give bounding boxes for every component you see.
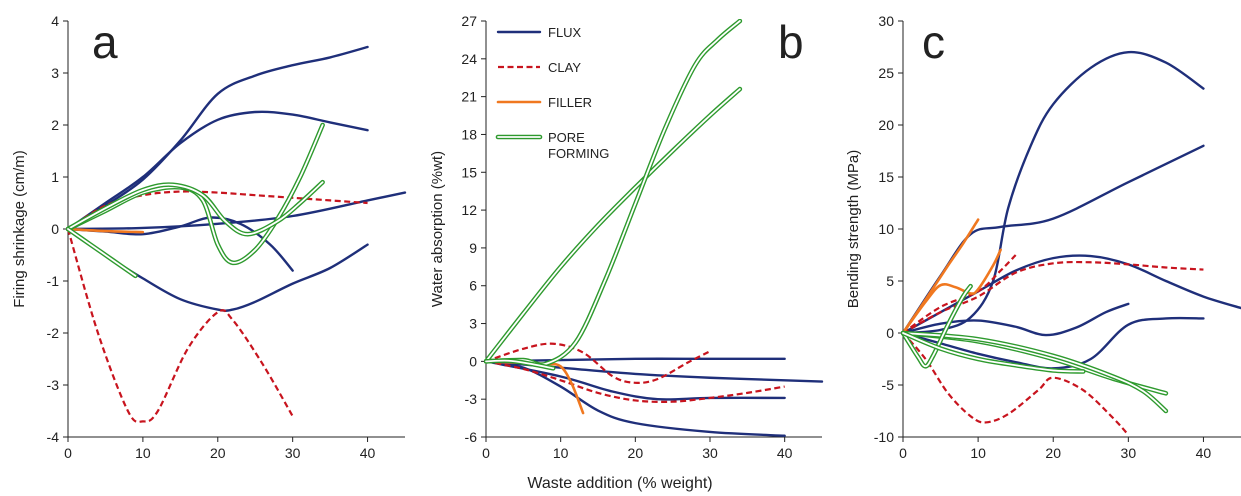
panel-letter-a: a <box>92 16 118 68</box>
series-line-clay <box>66 228 294 424</box>
y-axis-title: Firing shrinkage (cm/m) <box>11 150 28 308</box>
x-tick-label: 0 <box>899 445 907 461</box>
series-line-flux <box>66 191 407 231</box>
series-line-pore-forming <box>66 122 325 266</box>
x-tick-label: 0 <box>482 445 490 461</box>
x-tick-label: 40 <box>777 445 793 461</box>
series-group <box>484 19 824 437</box>
x-axis-title: Waste addition (% weight) <box>527 475 712 492</box>
y-tick-label: 12 <box>461 202 477 218</box>
x-tick-label: 40 <box>360 445 376 461</box>
y-tick-label: 15 <box>461 164 477 180</box>
series-line-filler <box>901 248 1002 335</box>
y-tick-label: 21 <box>461 89 477 105</box>
series-line-pore-forming <box>484 86 743 364</box>
x-tick-label: 30 <box>702 445 718 461</box>
y-tick-label: -2 <box>47 325 60 341</box>
x-tick-label: 0 <box>64 445 72 461</box>
y-tick-label: 20 <box>878 117 894 133</box>
series-line-clay <box>485 360 785 403</box>
x-tick-label: 30 <box>1121 445 1137 461</box>
series-line-flux <box>901 302 1130 337</box>
y-tick-label: 24 <box>461 51 477 67</box>
y-tick-label: 2 <box>51 117 59 133</box>
panel-letter-b: b <box>778 16 804 68</box>
y-tick-label: 10 <box>878 221 894 237</box>
y-tick-label: 0 <box>469 353 477 369</box>
legend-label: CLAY <box>548 60 581 75</box>
series-line-flux <box>66 110 369 231</box>
series-line-pore-forming-inner <box>485 359 555 370</box>
panel-letter-c: c <box>922 16 945 68</box>
y-tick-label: 18 <box>461 126 477 142</box>
y-tick-label: 30 <box>878 13 894 29</box>
series-line-pore-forming-inner <box>485 88 741 363</box>
y-tick-label: -5 <box>882 377 895 393</box>
y-tick-label: -3 <box>47 377 60 393</box>
x-tick-label: 40 <box>1196 445 1212 461</box>
series-line-flux <box>66 45 369 231</box>
x-tick-label: 10 <box>135 445 151 461</box>
y-tick-label: 27 <box>461 13 477 29</box>
series-line-flux <box>484 357 786 363</box>
series-line-flux <box>484 360 786 437</box>
x-tick-label: 20 <box>628 445 644 461</box>
y-tick-label: -10 <box>874 429 894 445</box>
y-tick-label: 3 <box>51 65 59 81</box>
x-tick-label: 10 <box>553 445 569 461</box>
panel-b: -6 -3 0 3 6 9 12 15 18 21 24 27 0 10 20 30 40 Water absor… <box>429 13 824 461</box>
x-tick-label: 30 <box>285 445 301 461</box>
series-line-pore-forming-inner <box>902 285 972 368</box>
y-tick-label: 9 <box>469 240 477 256</box>
legend-item-flux: FLUX <box>496 25 582 40</box>
y-tick-label: 1 <box>51 169 59 185</box>
series-group <box>66 45 407 424</box>
series-line-clay <box>67 190 368 230</box>
y-tick-label: -4 <box>47 429 60 445</box>
series-line-pore-forming-inner <box>902 332 1085 373</box>
y-tick-label: 4 <box>51 13 59 29</box>
x-tick-label: 20 <box>1045 445 1061 461</box>
y-tick-label: -6 <box>465 429 478 445</box>
y-tick-label: 0 <box>886 325 894 341</box>
series-group <box>901 50 1241 436</box>
panel-c: -10 -5 0 5 10 15 20 25 30 0 10 20 30 40 Bending streng… <box>845 13 1241 461</box>
y-tick-label: 6 <box>469 278 477 294</box>
series-line-filler <box>66 227 145 234</box>
y-tick-label: -1 <box>47 273 60 289</box>
y-axis-title: Bending strength (MPa) <box>845 150 862 308</box>
y-tick-label: -3 <box>465 391 478 407</box>
series-line-clay <box>902 260 1204 334</box>
series-line-clay <box>902 332 1130 436</box>
y-tick-label: 25 <box>878 65 894 81</box>
series-line-flux <box>901 144 1205 335</box>
legend-item-filler: FILLER <box>496 95 592 110</box>
legend-label: FILLER <box>548 95 592 110</box>
legend-label-line2: FORMING <box>548 146 609 161</box>
legend-item-clay: CLAY <box>498 60 581 75</box>
series-line-clay <box>902 254 1017 334</box>
series-line-flux <box>484 360 786 401</box>
legend-label: FLUX <box>548 25 582 40</box>
series-line-clay <box>485 342 711 384</box>
series-line-pore-forming-inner <box>67 228 137 277</box>
series-line-flux <box>901 50 1205 335</box>
y-tick-label: 0 <box>51 221 59 237</box>
x-tick-label: 20 <box>210 445 226 461</box>
x-tick-label: 10 <box>970 445 986 461</box>
y-tick-label: 5 <box>886 273 894 289</box>
series-line-pore-forming-inner <box>67 181 324 236</box>
legend-label: PORE <box>548 130 585 145</box>
y-tick-label: 3 <box>469 316 477 332</box>
series-line-pore-forming-inner <box>902 332 1167 412</box>
y-axis-title: Water absorption (%wt) <box>429 151 446 307</box>
y-tick-label: 15 <box>878 169 894 185</box>
